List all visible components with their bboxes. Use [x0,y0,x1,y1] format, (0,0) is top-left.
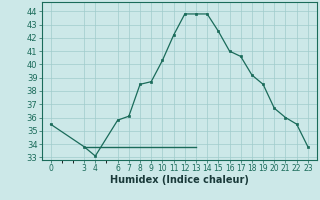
X-axis label: Humidex (Indice chaleur): Humidex (Indice chaleur) [110,175,249,185]
